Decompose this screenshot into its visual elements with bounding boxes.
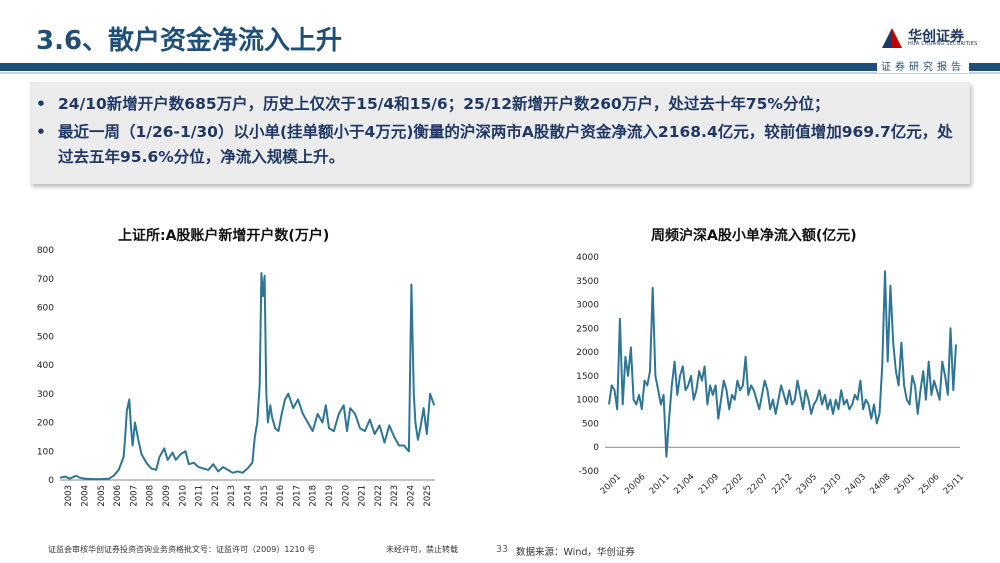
chart2-x-tick-label: 22/02 [721, 472, 745, 496]
chart1-x-tick-label: 2014 [244, 485, 254, 507]
chart2-x-tick-label: 23/10 [819, 472, 843, 496]
chart2-y-tick-label: 3500 [576, 277, 599, 287]
chart2-y-tick-label: 500 [582, 419, 599, 429]
chart2-series-line [608, 270, 957, 458]
report-tagline: 证券研究报告 [877, 58, 969, 73]
chart1-x-tick-label: 2015 [260, 485, 270, 507]
summary-bullet-2-text: 最近一周（1/26-1/30）以小单(挂单额小于4万元)衡量的沪深两市A股散户资… [58, 123, 953, 166]
header-divider [0, 63, 1000, 71]
chart2-x-tick-label: 25/01 [893, 472, 917, 496]
chart2-y-tick-label: 0 [593, 443, 599, 453]
chart2-title: 周频沪深A股小单净流入额(亿元) [651, 228, 857, 244]
chart1-x-tick-label: 2016 [276, 485, 286, 507]
chart1-x-tick-label: 2010 [178, 485, 188, 507]
chart1-x-tick-label: 2025 [423, 485, 433, 507]
chart2-y-tick-label: 2500 [576, 324, 599, 334]
header-divider-thin [0, 72, 1000, 74]
summary-bullet-1-text: 24/10新增开户数685万户，历史上仅次于15/4和15/6；25/12新增开… [58, 95, 830, 113]
chart2-y-tick-label: 1000 [576, 396, 599, 406]
chart2-y-tick-label: 3000 [576, 301, 599, 311]
chart1-x-tick-label: 2007 [129, 485, 139, 507]
chart1-x-tick-label: 2003 [64, 485, 74, 507]
logo-text: 华创证券 [908, 29, 964, 45]
summary-bullet-2: • 最近一周（1/26-1/30）以小单(挂单额小于4万元)衡量的沪深两市A股散户… [36, 123, 953, 166]
chart1-x-tick-label: 2013 [227, 485, 237, 507]
chart1-x-tick-label: 2004 [80, 485, 90, 507]
chart1-y-tick-label: 100 [37, 447, 54, 457]
chart2-x-tick-label: 23/05 [795, 472, 819, 496]
chart2-x-tick-label: 20/11 [648, 472, 672, 496]
chart1-x-tick-label: 2024 [407, 485, 417, 507]
chart1-x-tick-label: 2008 [146, 485, 156, 507]
chart-new-accounts: 0 100 200 300 400 500 600 700 800 2003 2004 2005 200… [37, 246, 436, 507]
chart2-y-tick-label: 4000 [576, 253, 599, 263]
chart1-x-tick-label: 2017 [292, 485, 302, 507]
chart2-x-tick-label: 22/07 [746, 472, 770, 496]
chart1-y-tick-label: 500 [37, 332, 54, 342]
data-source: 数据来源：Wind，华创证券 [516, 547, 635, 558]
chart2-x-tick-label: 21/04 [672, 472, 696, 496]
company-logo: 华创证券 HUA CHUANG SECURITIES [880, 26, 990, 50]
chart2-y-tick-label: 2000 [576, 348, 599, 358]
chart1-x-tick-label: 2019 [325, 485, 335, 507]
chart2-x-tick-label: 20/06 [623, 472, 647, 496]
chart1-y-tick-label: 200 [37, 419, 54, 429]
footer-notice: 未经许可，禁止转载 [386, 545, 458, 554]
chart1-y-tick-label: 800 [37, 246, 54, 256]
chart1-series-line [59, 272, 436, 481]
logo-icon [882, 28, 902, 48]
chart1-x-tick-label: 2022 [374, 485, 384, 507]
chart1-title: 上证所:A股账户新增开户数(万户) [118, 228, 330, 244]
chart1-x-tick-label: 2011 [195, 485, 205, 507]
chart1-x-tick-label: 2021 [358, 485, 368, 507]
chart1-y-tick-label: 300 [37, 390, 54, 400]
chart2-x-tick-label: 24/03 [844, 472, 868, 496]
chart1-x-tick-label: 2006 [113, 485, 123, 507]
chart1-y-tick-label: 700 [37, 275, 54, 285]
chart-small-order-inflow: -500 0 500 1000 1500 2000 2500 3000 3500 4000 20/0… [576, 253, 966, 496]
chart2-y-tick-label: 1500 [576, 372, 599, 382]
logo-subtext: HUA CHUANG SECURITIES [908, 41, 978, 47]
chart1-x-tick-label: 2023 [390, 485, 400, 507]
chart1-y-tick-label: 0 [48, 476, 54, 486]
page-number: 33 [496, 544, 509, 555]
footer-license: 证监会审核华创证券投资咨询业务资格批文号：证监许可（2009）1210 号 [48, 545, 316, 554]
chart1-x-tick-label: 2009 [162, 485, 172, 507]
chart2-y-tick-label: -500 [579, 467, 600, 477]
chart2-x-tick-label: 24/08 [868, 472, 892, 496]
chart1-y-tick-label: 600 [37, 304, 54, 314]
chart1-x-tick-label: 2005 [97, 485, 107, 507]
chart2-x-tick-label: 25/06 [917, 472, 941, 496]
chart2-x-tick-label: 25/11 [942, 472, 966, 496]
page-title: 3.6、散户资金净流入上升 [36, 26, 343, 56]
chart1-x-tick-label: 2018 [309, 485, 319, 507]
chart2-x-tick-label: 21/09 [697, 472, 721, 496]
chart1-x-tick-label: 2020 [341, 485, 351, 507]
chart2-x-tick-label: 22/12 [770, 472, 794, 496]
chart1-y-tick-label: 400 [37, 361, 54, 371]
summary-bullet-1: • 24/10新增开户数685万户，历史上仅次于15/4和15/6；25/12新增… [36, 95, 830, 113]
chart2-x-tick-label: 20/01 [599, 472, 623, 496]
summary-box: • 24/10新增开户数685万户，历史上仅次于15/4和15/6；25/12新增… [30, 82, 970, 184]
chart1-x-tick-label: 2012 [211, 485, 221, 507]
